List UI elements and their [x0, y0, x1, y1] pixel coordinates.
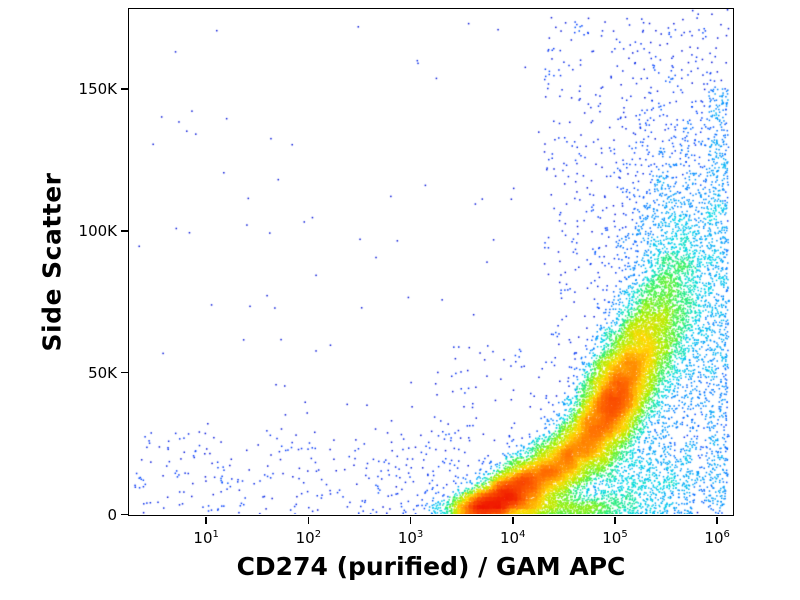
x-tick-mark — [307, 517, 310, 524]
x-tick-mark — [614, 517, 616, 524]
x-axis-label: CD274 (purified) / GAM APC — [236, 552, 626, 581]
y-tick-mark — [121, 513, 128, 516]
x-tick-label: 101 — [193, 529, 219, 547]
y-tick-mark — [121, 371, 128, 374]
y-tick-mark — [121, 88, 128, 90]
x-tick-mark — [512, 517, 514, 524]
y-tick-label: 50K — [88, 363, 117, 382]
x-tick-mark — [205, 517, 207, 524]
x-tick-label: 105 — [602, 529, 628, 547]
x-tick-label: 103 — [397, 529, 424, 547]
density-canvas — [129, 9, 732, 514]
x-tick-label: 106 — [704, 529, 730, 547]
y-axis-label: Side Scatter — [37, 172, 67, 352]
y-tick-label: 0 — [107, 505, 117, 524]
x-tick-mark — [409, 517, 412, 524]
x-tick-label: 104 — [500, 529, 526, 547]
y-tick-label: 150K — [78, 79, 117, 98]
y-tick-mark — [121, 230, 128, 232]
x-tick-mark — [716, 517, 718, 524]
plot-area — [128, 8, 734, 516]
x-tick-label: 102 — [295, 529, 322, 547]
